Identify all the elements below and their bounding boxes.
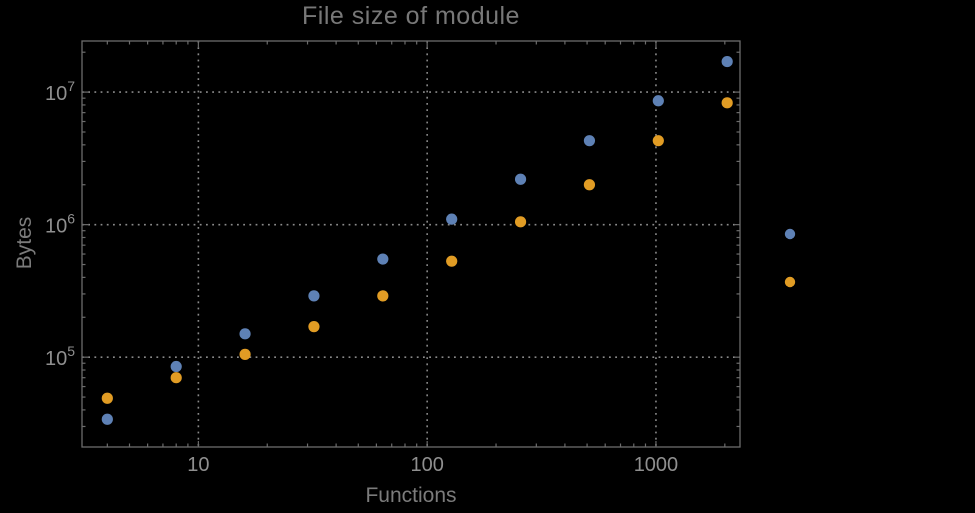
data-point-orange — [170, 372, 182, 384]
data-point-orange — [239, 348, 251, 360]
data-point-orange — [583, 179, 596, 191]
data-point-blue — [652, 95, 664, 107]
legend-marker — [784, 276, 796, 288]
series-orange — [101, 97, 733, 404]
data-point-blue — [514, 173, 527, 185]
y-tick-label: 106 — [45, 211, 75, 238]
legend — [784, 228, 796, 288]
data-point-blue — [101, 413, 113, 425]
y-tick-label: 105 — [45, 343, 75, 370]
series-blue — [101, 55, 733, 425]
data-point-blue — [239, 328, 251, 340]
frame-ticks — [82, 41, 740, 447]
chart-title: File size of module — [302, 2, 520, 30]
data-point-orange — [446, 255, 458, 267]
data-point-orange — [721, 97, 733, 109]
y-tick-labels: 105 106 107 — [45, 78, 75, 370]
legend-marker — [784, 228, 796, 240]
x-tick-labels: 10 100 1000 — [187, 454, 678, 476]
data-point-orange — [377, 290, 389, 302]
gridlines — [82, 41, 740, 447]
data-point-blue — [721, 55, 733, 68]
x-axis-label: Functions — [365, 484, 457, 507]
data-point-blue — [377, 253, 389, 265]
y-tick-label: 107 — [45, 78, 75, 105]
data-point-orange — [652, 135, 664, 147]
data-point-orange — [101, 392, 113, 404]
data-point-blue — [170, 360, 182, 373]
x-tick-label: 100 — [410, 454, 443, 476]
data-point-orange — [308, 321, 320, 333]
data-point-blue — [446, 213, 458, 225]
data-point-blue — [583, 135, 596, 147]
data-point-blue — [308, 290, 320, 302]
x-tick-label: 1000 — [634, 454, 679, 476]
x-tick-label: 10 — [187, 454, 209, 476]
plot-frame — [81, 40, 741, 448]
data-point-orange — [514, 216, 527, 228]
